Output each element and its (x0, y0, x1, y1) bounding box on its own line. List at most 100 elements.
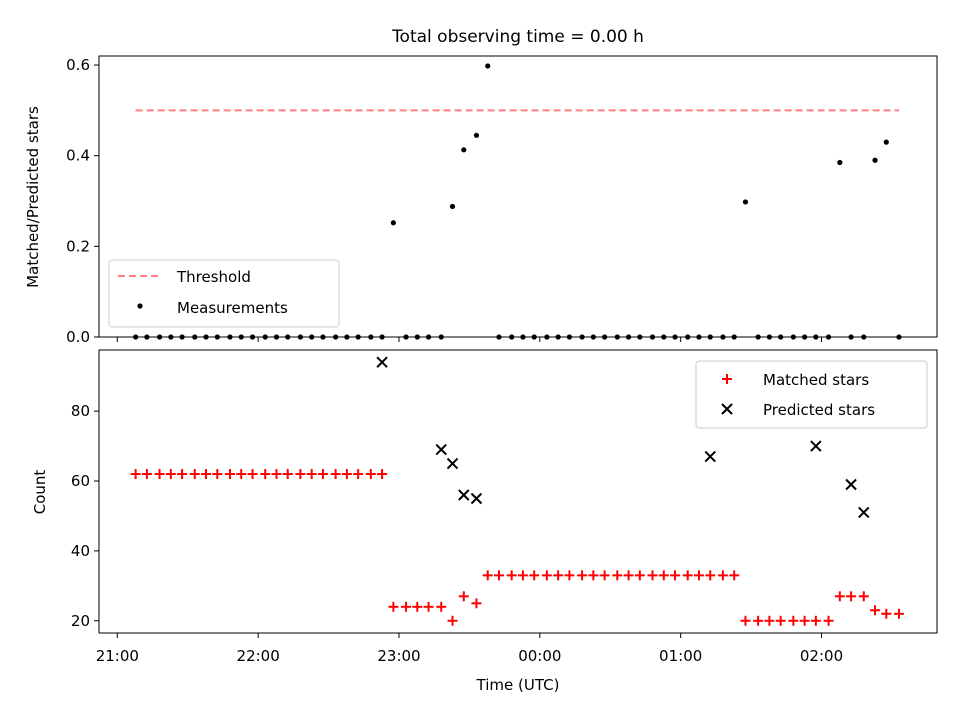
predicted-star-point (810, 440, 822, 452)
matched-star-point (282, 469, 293, 480)
matched-star-point (212, 469, 223, 480)
matched-star-point (529, 570, 540, 581)
legend-threshold-label: Threshold (176, 268, 251, 286)
matched-star-point (247, 469, 258, 480)
matched-star-point (493, 570, 504, 581)
measurement-point (883, 139, 889, 145)
top-y-tick-label: 0.4 (66, 147, 90, 165)
predicted-star-point (458, 489, 470, 501)
matched-star-point (823, 615, 834, 626)
matched-star-point (588, 570, 599, 581)
matched-star-point (271, 469, 282, 480)
matched-star-point (377, 469, 388, 480)
matched-star-point (634, 570, 645, 581)
matched-star-point (130, 469, 141, 480)
legend-measurements-label: Measurements (177, 299, 288, 317)
top-y-tick-label: 0.6 (66, 56, 90, 74)
top-y-tick-label: 0.0 (66, 328, 90, 346)
matched-star-point (553, 570, 564, 581)
top-panel-frame (98, 55, 938, 338)
bottom-panel-frame (98, 349, 938, 634)
top-panel: Total observing time = 0.00 h 0.00.20.40… (24, 27, 938, 346)
matched-star-point (165, 469, 176, 480)
predicted-star-point (858, 506, 870, 519)
matched-star-point (705, 570, 716, 581)
bottom-x-tick-label: 23:00 (377, 647, 420, 665)
matched-star-point (612, 570, 623, 581)
top-panel-y-ticks: 0.0 0.2 0.4 0.6 (66, 56, 99, 346)
matched-star-point (682, 570, 693, 581)
matched-star-point (365, 469, 376, 480)
matched-star-point (658, 570, 669, 581)
matched-star-point (753, 615, 764, 626)
matched-star-point (236, 469, 247, 480)
matched-star-point (482, 570, 493, 581)
matched-star-point (436, 601, 447, 612)
matched-star-point (881, 608, 892, 619)
measurement-point (473, 132, 480, 138)
matched-star-point (317, 469, 328, 480)
matched-star-point (388, 601, 399, 612)
matched-star-point (401, 601, 412, 612)
matched-star-point (330, 469, 341, 480)
measurement-point (449, 203, 456, 210)
predicted-star-point (704, 450, 716, 463)
matched-star-point (729, 570, 740, 581)
matched-star-point (306, 469, 317, 480)
matched-star-point (623, 570, 634, 581)
matched-star-point (799, 615, 810, 626)
matched-star-point (447, 615, 458, 626)
matched-star-point (834, 591, 845, 602)
matched-star-point (341, 469, 352, 480)
matched-star-point (764, 615, 775, 626)
matched-star-point (577, 570, 588, 581)
bottom-x-tick-label: 22:00 (237, 647, 280, 665)
matched-star-point (412, 601, 423, 612)
matched-star-point (670, 570, 681, 581)
top-y-tick-label: 0.2 (66, 237, 90, 255)
predicted-star-point (376, 356, 388, 368)
matched-star-point (810, 615, 821, 626)
legend-predicted-swatch (721, 403, 733, 415)
measurement-point (837, 159, 843, 166)
matched-star-point (893, 608, 904, 619)
matched-star-point (189, 469, 200, 480)
matched-star-point (260, 469, 271, 480)
matched-star-point (295, 469, 306, 480)
bottom-y-tick-label: 20 (71, 612, 90, 630)
matched-star-point (471, 598, 482, 609)
matched-star-point (647, 570, 658, 581)
measurement-point (872, 157, 878, 163)
top-legend: Threshold Measurements (108, 259, 340, 328)
matched-star-point (224, 469, 235, 480)
bottom-x-tick-label: 02:00 (800, 647, 843, 665)
bottom-panel-x-label: Time (UTC) (476, 676, 560, 694)
matched-star-point (458, 591, 469, 602)
top-legend-box (108, 259, 340, 328)
bottom-panel-y-label: Count (31, 470, 49, 515)
bottom-y-tick-label: 60 (71, 472, 90, 490)
predicted-star-point (845, 478, 857, 491)
predicted-star-point (470, 492, 483, 505)
predicted-star-point (435, 443, 447, 456)
matched-star-point (788, 615, 799, 626)
matched-star-point (423, 601, 434, 612)
matched-star-point (599, 570, 610, 581)
matched-star-point (693, 570, 704, 581)
bottom-x-tick-label: 00:00 (518, 647, 561, 665)
matched-star-point (717, 570, 728, 581)
matched-star-point (775, 615, 786, 626)
matched-star-point (506, 570, 517, 581)
matched-star-point (141, 469, 152, 480)
matched-star-point (353, 469, 364, 480)
top-panel-title: Total observing time = 0.00 h (391, 27, 644, 47)
measurement-point (390, 220, 396, 226)
measurement-point (461, 147, 467, 153)
matched-star-point (870, 605, 881, 616)
matched-star-point (177, 469, 188, 480)
legend-measurements-swatch (137, 303, 143, 309)
legend-matched-label: Matched stars (763, 371, 869, 389)
legend-predicted-label: Predicted stars (763, 401, 875, 419)
